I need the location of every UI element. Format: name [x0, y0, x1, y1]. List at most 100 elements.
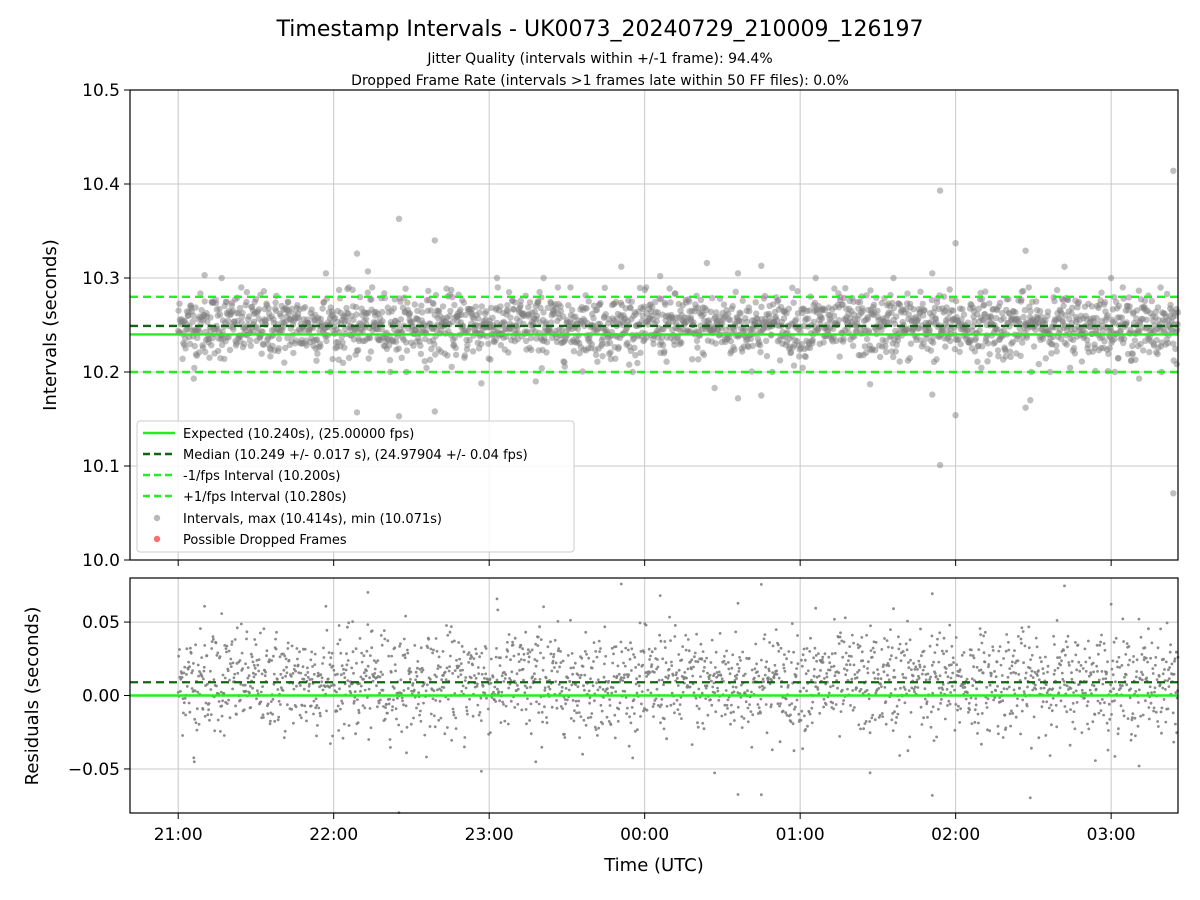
residual-point [909, 711, 913, 714]
residual-point [343, 676, 347, 679]
residual-point [784, 697, 788, 701]
residual-point [227, 649, 231, 653]
residual-point [223, 644, 227, 647]
residual-point [712, 681, 716, 685]
residual-point [873, 718, 877, 722]
residual-point [788, 703, 791, 707]
residual-point [1047, 706, 1051, 710]
residual-point [1097, 678, 1101, 682]
residual-point [213, 729, 217, 733]
interval-point [1107, 274, 1115, 282]
interval-point [247, 342, 254, 349]
residual-point [317, 706, 321, 710]
residual-point [1095, 643, 1099, 647]
residual-point [1112, 687, 1115, 691]
residual-point [1005, 687, 1009, 691]
residual-point [338, 687, 341, 691]
interval-point [833, 337, 840, 344]
residual-point [596, 688, 600, 692]
interval-point [1117, 327, 1124, 335]
interval-point [485, 340, 492, 347]
residual-point [1073, 727, 1077, 731]
residual-point [928, 678, 932, 681]
residual-point [832, 707, 835, 711]
residual-point [231, 661, 235, 665]
residual-point [891, 729, 895, 732]
residual-point [433, 673, 437, 677]
residual-point [751, 680, 755, 684]
residual-point [531, 675, 534, 678]
residual-point [281, 676, 284, 680]
residual-point [781, 709, 785, 713]
residual-point [298, 650, 301, 654]
residual-point [1087, 639, 1090, 643]
interval-point [694, 344, 701, 351]
residual-point [566, 676, 570, 680]
residual-point [359, 675, 363, 679]
residual-point [1156, 720, 1159, 723]
interval-point [850, 311, 858, 318]
residual-point [296, 663, 300, 667]
residual-point [805, 647, 809, 650]
residual-point [595, 655, 599, 659]
interval-point [929, 334, 936, 341]
interval-point [831, 285, 838, 292]
interval-point [872, 346, 879, 354]
residual-point [347, 621, 351, 625]
residual-point [1152, 709, 1155, 713]
residual-point [331, 734, 334, 738]
residual-point [593, 725, 597, 729]
residual-point [194, 643, 198, 647]
residual-point [745, 656, 748, 660]
residual-point [581, 752, 584, 756]
residual-point [1167, 685, 1171, 688]
residual-point [783, 653, 786, 656]
residual-point [385, 703, 388, 706]
residual-point [757, 674, 761, 678]
legend: Expected (10.240s), (25.00000 fps) Media… [136, 420, 575, 553]
interval-point [743, 318, 751, 326]
residual-point [865, 688, 869, 692]
residual-point [467, 651, 471, 654]
top-y-tick-label: 10.5 [82, 81, 120, 101]
x-tick-label: 01:00 [776, 825, 825, 845]
bottom-y-axis-label: Residuals (seconds) [22, 607, 43, 786]
residual-point [907, 661, 910, 664]
residual-point [415, 674, 419, 678]
interval-point [272, 299, 279, 306]
residual-point [478, 655, 481, 659]
residual-point [451, 707, 455, 711]
residual-point [873, 677, 877, 680]
residual-point [801, 747, 805, 751]
interval-point [1051, 297, 1058, 305]
interval-point [955, 335, 962, 343]
residual-point [999, 700, 1002, 704]
residual-point [1072, 691, 1075, 694]
residual-point [587, 689, 591, 693]
interval-point [275, 335, 283, 342]
interval-point [190, 312, 197, 319]
residual-point [1116, 665, 1119, 669]
residual-point [986, 728, 989, 732]
residual-point [942, 636, 946, 640]
bottom-y-ticks: −0.050.000.05 [68, 613, 130, 780]
residual-point [454, 716, 458, 720]
residual-point [645, 675, 648, 678]
residual-point [567, 688, 571, 692]
interval-point [976, 327, 983, 334]
interval-point [395, 413, 403, 420]
residual-point [313, 652, 317, 656]
residual-point [758, 685, 761, 689]
interval-point [915, 315, 922, 322]
interval-point [189, 318, 196, 325]
residual-point [750, 690, 753, 694]
residual-point [624, 696, 628, 699]
residual-point [868, 731, 872, 735]
residual-point [624, 646, 628, 650]
residual-point [944, 671, 948, 674]
interval-point [640, 303, 648, 310]
residual-point [971, 684, 975, 687]
interval-point [659, 342, 667, 349]
residual-point [674, 673, 678, 677]
residual-point [1011, 712, 1015, 715]
